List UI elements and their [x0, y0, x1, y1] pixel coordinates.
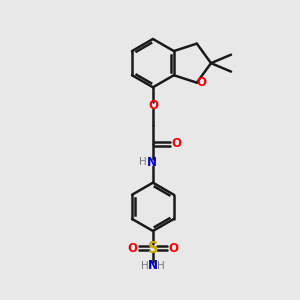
Text: O: O	[169, 242, 179, 254]
Text: O: O	[172, 137, 182, 150]
Text: H: H	[139, 157, 146, 167]
Text: S: S	[148, 241, 158, 256]
Text: O: O	[127, 242, 137, 254]
Text: H: H	[157, 261, 165, 271]
Text: N: N	[148, 259, 158, 272]
Text: H: H	[141, 261, 148, 271]
Text: N: N	[146, 156, 157, 169]
Text: O: O	[148, 99, 158, 112]
Text: O: O	[196, 76, 206, 89]
